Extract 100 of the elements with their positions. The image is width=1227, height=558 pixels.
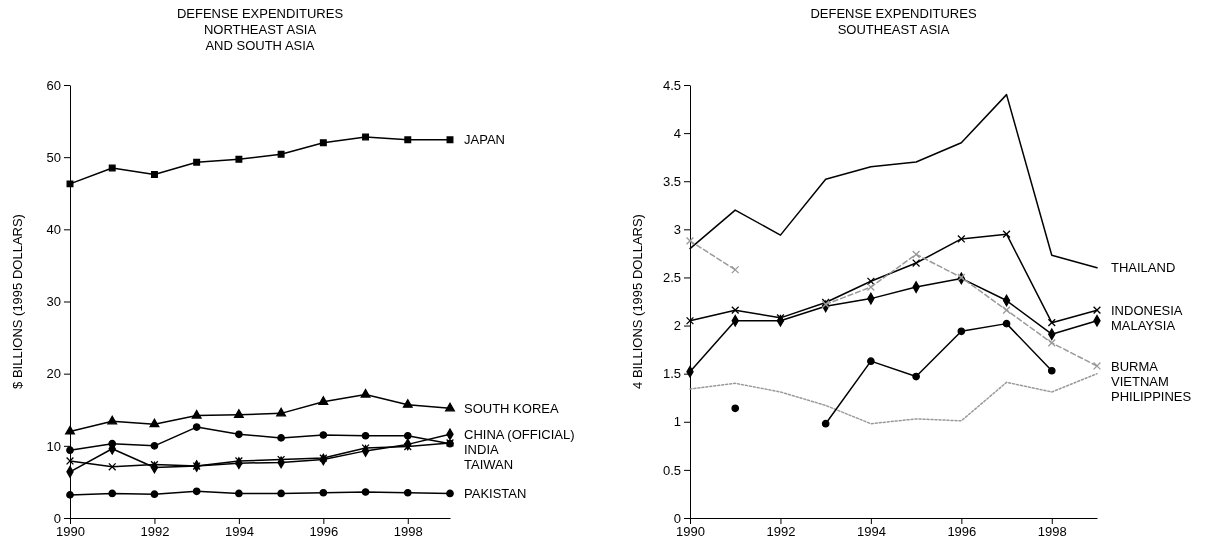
point (277, 489, 285, 498)
point (108, 489, 117, 498)
x-tick-label: 1998 (1037, 524, 1067, 540)
y-tick-label: 0.5 (662, 462, 681, 478)
x-tick-label: 1996 (309, 524, 339, 540)
point (912, 372, 920, 381)
point (403, 488, 412, 497)
point (362, 133, 370, 141)
point (360, 388, 371, 398)
point (233, 409, 244, 418)
point (403, 442, 412, 451)
point (149, 418, 160, 428)
y-tick-label: 2 (673, 318, 681, 334)
y-tick-label: 60 (46, 77, 61, 93)
y-axis-title: $ BILLIONS (1995 DOLLARS) (10, 214, 25, 389)
point (361, 443, 370, 453)
text: VIETNAM (1111, 373, 1169, 389)
x-tick-label: 1990 (56, 524, 85, 540)
point (192, 423, 201, 431)
x-tick-label: 1994 (224, 524, 254, 540)
point (445, 402, 455, 412)
point (1047, 338, 1056, 347)
x-tick-label: 1994 (856, 524, 886, 540)
point (235, 155, 243, 163)
point (361, 431, 370, 440)
x-tick-label: 1992 (766, 524, 796, 540)
y-tick-label: 4 (673, 125, 681, 141)
y-tick-label: 0 (53, 510, 61, 526)
point (1002, 306, 1011, 315)
y-tick-label: 50 (46, 149, 61, 165)
series-label: CHINA (OFFICIAL) (464, 426, 575, 442)
point (1092, 361, 1102, 371)
y-tick-label: 3.5 (662, 173, 681, 189)
series-label: INDIA (464, 441, 499, 457)
point (867, 357, 875, 365)
point (731, 265, 740, 274)
series-label: MALAYSIA (1111, 317, 1176, 333)
y-tick-label: 40 (46, 221, 61, 237)
point (150, 490, 159, 499)
point (1002, 230, 1011, 239)
y-tick-label: 2.5 (662, 270, 681, 286)
point (866, 283, 875, 292)
series-label: TAIWAN (464, 456, 514, 472)
point (277, 150, 285, 158)
point (277, 434, 285, 442)
y-tick-label: 20 (46, 366, 61, 382)
x-tick-label: 1990 (676, 524, 705, 540)
chart-title: DEFENSE EXPENDITURES SOUTHEAST ASIA (810, 6, 977, 37)
point (731, 404, 740, 413)
point (192, 487, 201, 496)
y-tick-label: 10 (46, 438, 61, 454)
point (866, 277, 875, 286)
point (912, 250, 921, 259)
point (1047, 318, 1056, 327)
point (446, 489, 454, 498)
point (404, 136, 412, 144)
y-tick-label: 0 (673, 510, 681, 526)
point (361, 488, 370, 496)
point (685, 236, 695, 245)
point (191, 409, 202, 419)
point (150, 171, 158, 178)
point (234, 456, 243, 466)
point (65, 425, 75, 435)
y-axis-title: 4 BILLIONS (1995 DOLLARS) (630, 214, 645, 389)
point (1092, 306, 1102, 315)
point (402, 399, 413, 408)
series-label: BURMA (1111, 358, 1159, 374)
point (65, 456, 75, 466)
x-tick-label: 1996 (947, 524, 977, 540)
point (276, 407, 287, 417)
point (821, 419, 830, 428)
point (107, 415, 118, 425)
x-tick-label: 1992 (140, 524, 170, 540)
point (235, 430, 243, 439)
x-tick-label: 1998 (393, 524, 423, 540)
series-label: PAKISTAN (464, 486, 527, 502)
point (912, 258, 921, 268)
point (66, 491, 74, 499)
series-label: JAPAN (464, 132, 505, 148)
point (319, 488, 328, 497)
point (403, 431, 412, 440)
line-series (689, 372, 1098, 425)
y-tick-label: 1 (673, 414, 681, 430)
point (731, 306, 740, 315)
series-label: THAILAND (1111, 260, 1176, 276)
point (319, 139, 327, 147)
point (957, 327, 966, 336)
point (150, 442, 159, 450)
y-tick-label: 30 (46, 294, 61, 310)
point (66, 446, 74, 454)
point (1047, 366, 1056, 375)
point (318, 396, 329, 405)
point (319, 431, 328, 439)
point (319, 454, 328, 463)
y-tick-label: 4.5 (662, 77, 681, 93)
point (235, 489, 243, 498)
chart-title: DEFENSE EXPENDITURES NORTHEAST ASIA AND SOUTH ASIA (176, 6, 344, 53)
point (957, 234, 966, 244)
point (277, 455, 286, 464)
series-label: INDONESIA (1111, 302, 1183, 318)
